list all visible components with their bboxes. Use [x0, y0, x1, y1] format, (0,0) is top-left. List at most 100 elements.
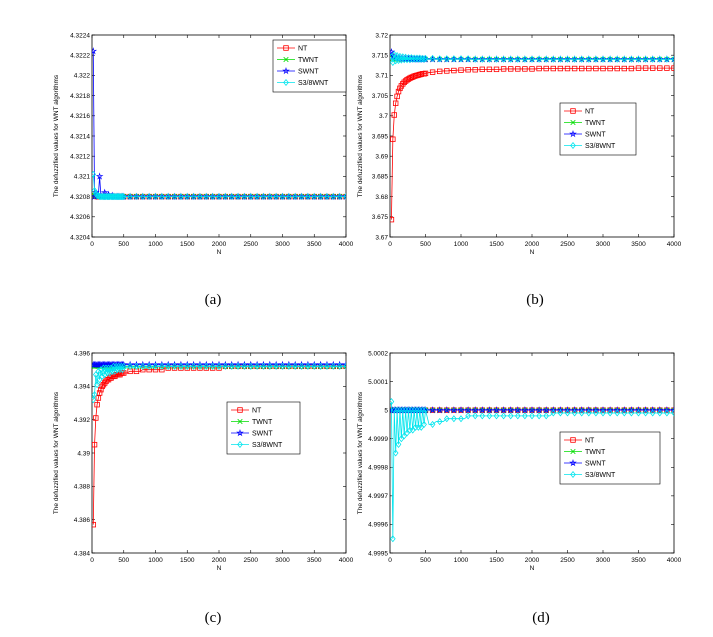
series-point-S3/8WNT [564, 409, 571, 417]
series-point-S3/8WNT [104, 369, 111, 377]
series-point-NT [579, 65, 585, 72]
series-point-S3/8WNT [671, 409, 674, 417]
chart-panel-3: 0 500 1000 1500 2000 2500 3000 3500 4000 4.9995 4.… [357, 350, 682, 626]
series-point-NT [507, 66, 514, 72]
series-point-S3/8WNT [108, 364, 114, 372]
series-point-S3/8WNT [578, 55, 585, 63]
series-point-S3/8WNT [105, 193, 112, 201]
series-point-S3/8WNT [543, 55, 550, 63]
series-point-SWNT [542, 406, 550, 414]
series-point-SWNT [189, 360, 198, 368]
series-point-S3/8WNT [671, 55, 674, 63]
series-point-S3/8WNT [292, 362, 299, 370]
series-point-S3/8WNT [330, 362, 337, 370]
series-point-S3/8WNT [184, 193, 191, 201]
series-point-NT [429, 69, 436, 75]
series-point-S3/8WNT [108, 193, 114, 201]
series-point-SWNT [535, 406, 543, 414]
legend-label-S3/8WNT: S3/8WNT [298, 80, 329, 87]
series-point-S3/8WNT [390, 398, 395, 406]
series-point-S3/8WNT [139, 362, 146, 370]
series-layer [92, 360, 346, 528]
series-point-S3/8WNT [127, 193, 133, 201]
series-point-S3/8WNT [109, 367, 116, 375]
series-point-S3/8WNT [550, 409, 557, 417]
series-point-NT [465, 67, 471, 73]
legend-marker-SWNT [236, 429, 244, 437]
series-point-S3/8WNT [472, 55, 479, 63]
legend-marker-S3/8WNT [570, 470, 576, 479]
y-tick-label: 3.695 [372, 133, 389, 140]
series-point-NT [586, 65, 592, 72]
series-point-NT [92, 521, 96, 528]
series-point-S3/8WNT [649, 55, 656, 63]
series-point-SWNT [613, 406, 621, 414]
x-tick-label: 4000 [667, 557, 682, 564]
series-point-S3/8WNT [429, 54, 436, 62]
series-point-SWNT [164, 360, 172, 368]
x-tick-label: 500 [420, 241, 431, 248]
series-point-S3/8WNT [99, 372, 105, 380]
series-point-S3/8WNT [465, 55, 471, 63]
y-axis-label: The defuzzified values for WNT algorithm… [357, 391, 364, 514]
series-point-S3/8WNT [279, 362, 286, 370]
panel-caption: (b) [526, 292, 544, 308]
series-point-S3/8WNT [343, 362, 346, 370]
series-point-S3/8WNT [571, 55, 578, 63]
y-tick-label: 4.388 [74, 484, 91, 491]
series-point-SWNT [528, 406, 536, 414]
series-point-NT [400, 81, 406, 87]
series-point-S3/8WNT [635, 409, 642, 417]
y-tick-label: 3.705 [372, 93, 389, 100]
series-point-SWNT [648, 406, 657, 414]
x-tick-label: 2000 [525, 241, 540, 248]
x-tick-label: 2500 [244, 241, 259, 248]
y-tick-label: 4.3212 [70, 154, 90, 161]
series-point-SWNT [592, 406, 600, 414]
series-point-SWNT [443, 406, 451, 414]
y-tick-label: 4.3206 [70, 214, 90, 221]
series-point-S3/8WNT [171, 193, 178, 201]
series-point-S3/8WNT [209, 193, 216, 201]
series-point-S3/8WNT [139, 193, 146, 201]
y-tick-label: 4.321 [74, 174, 91, 181]
series-point-S3/8WNT [228, 362, 235, 370]
series-point-NT [390, 216, 395, 223]
legend: NT TWNT SWNT S3/8WNT [272, 39, 347, 93]
series-point-S3/8WNT [106, 193, 113, 201]
x-tick-label: 1000 [454, 241, 469, 248]
series-point-NT [557, 65, 564, 72]
series-point-SWNT [670, 406, 674, 414]
series-point-S3/8WNT [529, 412, 535, 420]
x-tick-label: 2500 [244, 557, 259, 564]
series-point-SWNT [599, 406, 607, 414]
series-point-S3/8WNT [197, 193, 203, 201]
series-point-NT [391, 112, 397, 118]
series-point-NT [159, 366, 165, 373]
series-point-NT [635, 65, 642, 71]
series-point-NT [94, 401, 100, 408]
series-point-S3/8WNT [479, 55, 486, 63]
series-point-SWNT [272, 360, 280, 368]
y-tick-label: 3.685 [372, 174, 389, 181]
series-point-S3/8WNT [247, 362, 254, 370]
y-tick-label: 3.72 [375, 32, 388, 39]
x-axis-label: N [217, 249, 222, 256]
series-point-NT [422, 70, 429, 77]
x-tick-label: 4000 [339, 557, 354, 564]
series-layer [390, 47, 674, 223]
series-point-S3/8WNT [152, 193, 159, 201]
legend-marker-SWNT [569, 459, 577, 467]
x-tick-label: 0 [90, 557, 94, 564]
series-point-S3/8WNT [324, 193, 330, 201]
series-point-S3/8WNT [190, 193, 197, 201]
y-tick-label: 4.394 [74, 384, 91, 391]
legend-label-S3/8WNT: S3/8WNT [252, 442, 283, 449]
series-point-NT [621, 65, 627, 72]
legend-label-NT: NT [585, 108, 595, 115]
series-point-S3/8WNT [514, 55, 521, 63]
x-tick-label: 3500 [631, 241, 646, 248]
series-point-S3/8WNT [117, 193, 123, 201]
series-point-SWNT [92, 47, 98, 55]
legend-marker-SWNT [282, 67, 290, 75]
